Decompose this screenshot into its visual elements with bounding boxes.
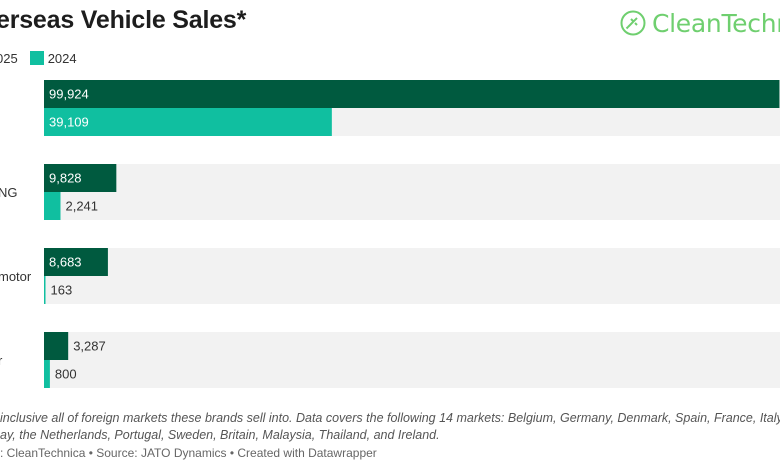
legend-label-2025: 025 <box>0 50 18 66</box>
cleantechnica-logo: CleanTechnic <box>620 8 780 38</box>
bar-2024 <box>44 192 61 220</box>
bar-2025 <box>44 248 108 276</box>
data-label: 3,287 <box>73 339 106 354</box>
data-label: 9,828 <box>49 171 82 186</box>
bar-track <box>44 248 780 304</box>
data-label: 39,109 <box>49 115 89 130</box>
category-label: motor <box>0 269 32 284</box>
data-label: 2,241 <box>65 199 98 214</box>
footnote-line-1: inclusive all of foreign markets these b… <box>0 411 780 425</box>
bar-2025 <box>44 164 117 192</box>
bar-track <box>44 164 780 220</box>
chart-title: erseas Vehicle Sales* <box>0 6 247 34</box>
category-label: NG <box>0 185 18 200</box>
data-label: 99,924 <box>49 87 89 102</box>
legend-item-2024: 2024 <box>29 50 77 66</box>
legend-label-2024: 2024 <box>47 50 77 66</box>
category-label: r <box>0 353 3 368</box>
credits: : CleanTechnica • Source: JATO Dynamics … <box>0 446 377 460</box>
data-label: 163 <box>51 283 73 298</box>
bar-2024 <box>44 360 50 388</box>
footnote-line-2: ay, the Netherlands, Portugal, Sweden, B… <box>0 428 440 442</box>
logo-text: CleanTechnic <box>652 8 780 38</box>
bar-track <box>44 332 780 388</box>
bar-2024 <box>44 108 332 136</box>
footnote: inclusive all of foreign markets these b… <box>0 410 780 444</box>
legend-item-2025: 025 <box>0 51 18 66</box>
legend: 025 2024 <box>0 50 89 66</box>
data-label: 8,683 <box>49 255 82 270</box>
bar-2024 <box>44 276 46 304</box>
bar-2025 <box>44 80 780 108</box>
legend-swatch-2024 <box>29 51 44 65</box>
bar-2025 <box>44 332 69 360</box>
bar-chart: 99,924 39,109 NG 9,828 2,241 motor 8,683 163 r 3,… <box>0 80 780 388</box>
plug-leaf-icon <box>620 10 646 36</box>
data-label: 800 <box>55 367 77 382</box>
